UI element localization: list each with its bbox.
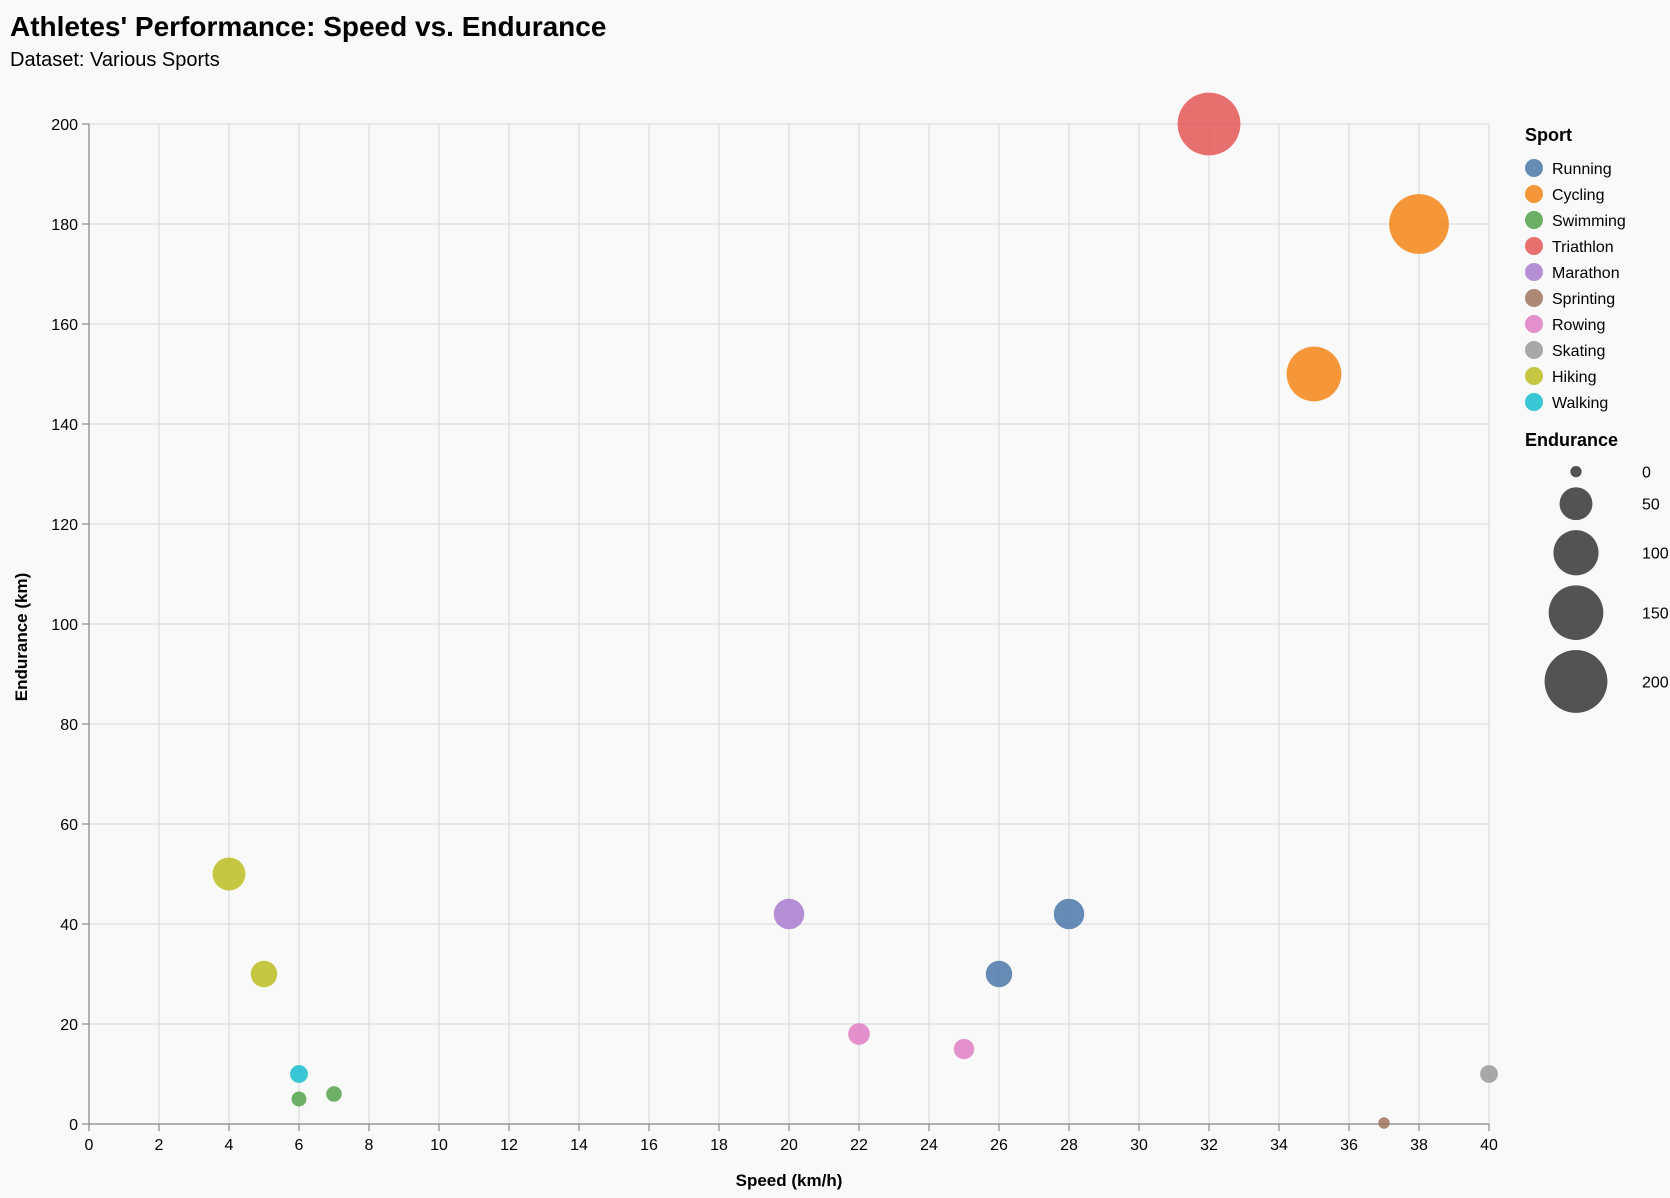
size-legend-label: 100 [1642,546,1669,563]
size-legend-label: 50 [1642,497,1660,514]
legend-label-hiking: Hiking [1552,369,1596,386]
legend-label-marathon: Marathon [1552,265,1620,282]
x-tick-label: 4 [225,1137,234,1154]
data-point-cycling [1389,194,1449,254]
x-axis-title: Speed (km/h) [736,1171,843,1190]
x-tick-label: 22 [850,1137,868,1154]
y-tick-label: 140 [51,417,78,434]
x-tick-label: 16 [640,1137,658,1154]
size-legend-circle [1544,650,1608,713]
legend: Sport Endurance Running Cycling Swimming Tr… [1525,125,1669,713]
x-tick-label: 40 [1480,1137,1498,1154]
x-tick-label: 10 [430,1137,448,1154]
size-legend-label: 0 [1642,465,1651,482]
chart-subtitle: Dataset: Various Sports [10,49,220,71]
axis-layer: 0 2 4 6 8 10 12 14 16 18 20 22 24 26 28 30 32 34 36 38 40020… [51,117,1498,1154]
size-legend-circle [1570,466,1582,478]
x-tick-label: 8 [365,1137,374,1154]
data-point-hiking [212,857,246,891]
x-tick-label: 28 [1060,1137,1078,1154]
legend-label-rowing: Rowing [1552,317,1605,334]
legend-swatch-cycling [1525,185,1543,203]
data-point-running [1053,898,1085,930]
legend-label-running: Running [1552,161,1612,178]
data-point-swimming [291,1091,307,1107]
y-tick-label: 100 [51,617,78,634]
data-point-rowing [953,1038,975,1060]
x-tick-label: 30 [1130,1137,1148,1154]
data-point-rowing [848,1023,870,1045]
legend-swatch-running [1525,159,1543,177]
y-tick-label: 60 [60,817,78,834]
data-point-sprinting [1378,1117,1390,1129]
x-tick-label: 14 [570,1137,588,1154]
x-tick-label: 36 [1340,1137,1358,1154]
x-tick-label: 12 [500,1137,518,1154]
color-legend-title: Sport [1525,125,1572,145]
data-point-marathon [773,898,805,930]
x-tick-label: 20 [780,1137,798,1154]
x-tick-label: 38 [1410,1137,1428,1154]
legend-label-sprinting: Sprinting [1552,291,1615,308]
legend-label-swimming: Swimming [1552,213,1626,230]
size-legend-circle [1548,585,1604,641]
y-tick-label: 40 [60,917,78,934]
y-axis-title: Endurance (km) [12,573,31,701]
data-point-cycling [1286,346,1342,402]
size-legend-label: 200 [1642,674,1669,691]
y-tick-label: 200 [51,117,78,134]
legend-swatch-hiking [1525,367,1543,385]
data-point-skating [1480,1065,1498,1083]
y-tick-label: 160 [51,317,78,334]
size-legend-circle [1559,487,1593,521]
x-tick-label: 32 [1200,1137,1218,1154]
x-tick-label: 18 [710,1137,728,1154]
x-tick-label: 6 [295,1137,304,1154]
chart-title: Athletes' Performance: Speed vs. Enduran… [10,11,606,42]
points-layer [212,92,1498,1129]
legend-swatch-rowing [1525,315,1543,333]
y-tick-label: 80 [60,717,78,734]
legend-swatch-swimming [1525,211,1543,229]
data-point-walking [290,1065,308,1083]
x-tick-label: 0 [85,1137,94,1154]
legend-swatch-skating [1525,341,1543,359]
size-legend-label: 150 [1642,606,1669,623]
grid-layer [88,123,1490,1125]
y-tick-label: 180 [51,217,78,234]
data-point-swimming [326,1086,342,1102]
size-legend-title: Endurance [1525,430,1618,450]
legend-label-cycling: Cycling [1552,187,1604,204]
x-tick-label: 2 [155,1137,164,1154]
x-tick-label: 34 [1270,1137,1288,1154]
legend-swatch-triathlon [1525,237,1543,255]
size-legend-circle [1553,530,1599,576]
legend-label-walking: Walking [1552,395,1608,412]
data-point-hiking [250,960,278,988]
legend-label-triathlon: Triathlon [1552,239,1614,256]
y-tick-label: 120 [51,517,78,534]
y-tick-label: 0 [69,1117,78,1134]
data-point-running [985,960,1013,988]
data-point-triathlon [1177,92,1241,156]
x-tick-label: 26 [990,1137,1008,1154]
y-tick-label: 20 [60,1017,78,1034]
x-tick-label: 24 [920,1137,938,1154]
legend-swatch-walking [1525,393,1543,411]
legend-swatch-marathon [1525,263,1543,281]
legend-swatch-sprinting [1525,289,1543,307]
legend-label-skating: Skating [1552,343,1605,360]
